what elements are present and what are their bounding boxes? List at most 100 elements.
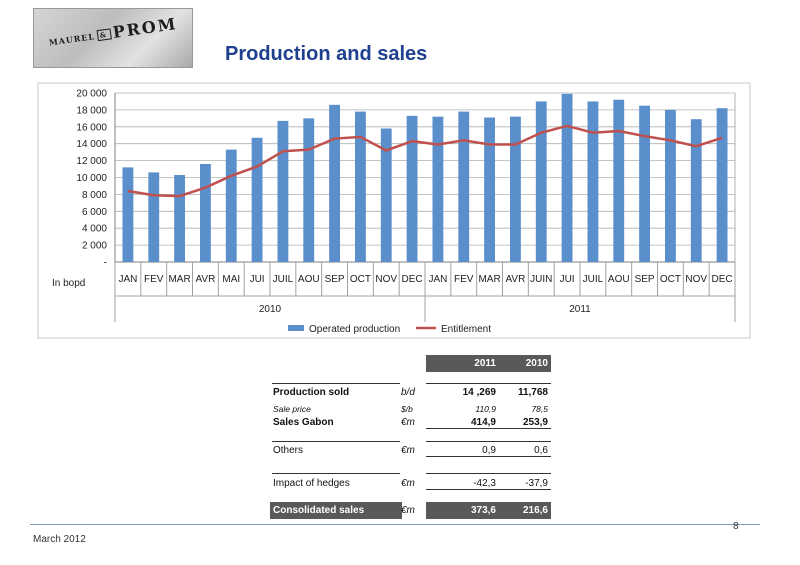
row-value-2010: -37,9 [525,478,548,489]
x-tick-label: JUIL [583,274,604,285]
x-tick-label: MAR [168,274,190,285]
x-tick-label: JAN [118,274,137,285]
x-tick-label: JUIL [273,274,294,285]
bar-operated-production [148,172,160,262]
table-rule [272,473,400,474]
bar-operated-production [509,116,521,262]
y-unit-label: In bopd [52,278,85,289]
x-tick-label: MAR [478,274,500,285]
table-rule [272,383,400,384]
x-tick-label: AVR [196,274,216,285]
x-tick-label: JAN [428,274,447,285]
bar-operated-production [432,116,444,262]
y-tick-label: 2 000 [82,241,107,252]
bar-operated-production [406,115,418,262]
y-tick-label: 8 000 [82,190,107,201]
table-rule [426,456,551,457]
bar-operated-production [277,120,289,262]
table-rule [426,383,551,384]
bar-operated-production [303,118,315,262]
bar-operated-production [587,101,599,262]
company-logo: MAUREL & PROM [33,8,193,68]
row-unit: €m [401,417,415,428]
year-label: 2011 [569,304,591,315]
row-unit: b/d [401,387,415,398]
bar-operated-production [561,93,573,262]
bar-operated-production [251,137,263,262]
total-row-bg-label [270,502,402,519]
x-tick-label: OCT [350,274,371,285]
column-header-2011: 2011 [474,358,496,369]
row-value-2010: 78,5 [531,404,548,414]
row-label: Consolidated sales [273,505,365,516]
bar-operated-production [458,111,470,262]
bar-operated-production [354,111,366,262]
bar-operated-production [690,119,702,262]
row-value-2011: 14 ,269 [462,387,496,398]
x-tick-label: FEV [144,274,164,285]
row-value-2011: 110,9 [475,404,496,414]
bar-operated-production [225,149,237,262]
row-value-2010: 11,768 [517,387,548,398]
x-tick-label: NOV [685,274,707,285]
row-value-2010: 216,6 [522,505,548,516]
row-value-2011: 414,9 [470,417,496,428]
y-tick-label: 10 000 [76,173,107,184]
x-tick-label: MAI [222,274,240,285]
table-rule [426,489,551,490]
row-unit: €m [401,478,415,489]
page-title: Production and sales [225,43,428,65]
x-tick-label: JUI [250,274,265,285]
table-rule [426,441,551,442]
x-tick-label: SEP [635,274,655,285]
row-label: Sale price [273,404,311,414]
bar-operated-production [174,174,186,262]
row-value-2011: 373,6 [470,505,496,516]
row-value-2010: 0,6 [534,445,548,456]
row-unit: $/b [401,404,413,414]
row-label: Production sold [273,387,350,398]
x-tick-label: DEC [402,274,423,285]
y-tick-label: 6 000 [82,207,107,218]
row-value-2010: 253,9 [522,417,548,428]
row-value-2011: 0,9 [482,445,496,456]
row-label: Sales Gabon [273,417,334,428]
x-tick-label: AVR [506,274,526,285]
legend-label-operated: Operated production [309,324,400,335]
y-tick-label: 12 000 [76,156,107,167]
table-rule [426,428,551,429]
y-tick-label: 20 000 [76,89,107,100]
row-value-2011: -42,3 [473,478,496,489]
x-tick-label: NOV [375,274,397,285]
x-tick-label: AOU [608,274,630,285]
year-label: 2010 [259,304,282,315]
x-tick-label: SEP [325,274,345,285]
row-unit: €m [401,505,415,516]
line-entitlement [127,124,723,198]
footer-date: March 2012 [33,534,86,545]
bar-operated-production [535,101,547,262]
y-tick-label: - [104,258,107,269]
x-tick-label: DEC [712,274,733,285]
bar-operated-production [329,104,341,262]
row-label: Impact of hedges [273,478,350,489]
x-tick-label: AOU [298,274,320,285]
row-unit: €m [401,445,415,456]
legend-swatch-operated [288,325,304,331]
y-tick-label: 16 000 [76,122,107,133]
y-tick-label: 4 000 [82,224,107,235]
page-number: 8 [733,521,739,532]
footer-divider [30,524,760,525]
bar-operated-production [613,99,625,262]
total-row-bg-values [426,502,551,519]
bar-operated-production [199,163,211,262]
bar-operated-production [484,117,496,262]
bar-operated-production [716,108,728,263]
production-chart: - 2 000 4 000 6 000 8 000 10 000 12 000 14 000 1… [37,82,751,339]
column-header-2010: 2010 [525,358,548,369]
table-rule [426,473,551,474]
x-tick-label: OCT [660,274,681,285]
legend-label-entitlement: Entitlement [441,324,491,335]
table-rule [272,441,400,442]
row-label: Others [273,445,304,456]
